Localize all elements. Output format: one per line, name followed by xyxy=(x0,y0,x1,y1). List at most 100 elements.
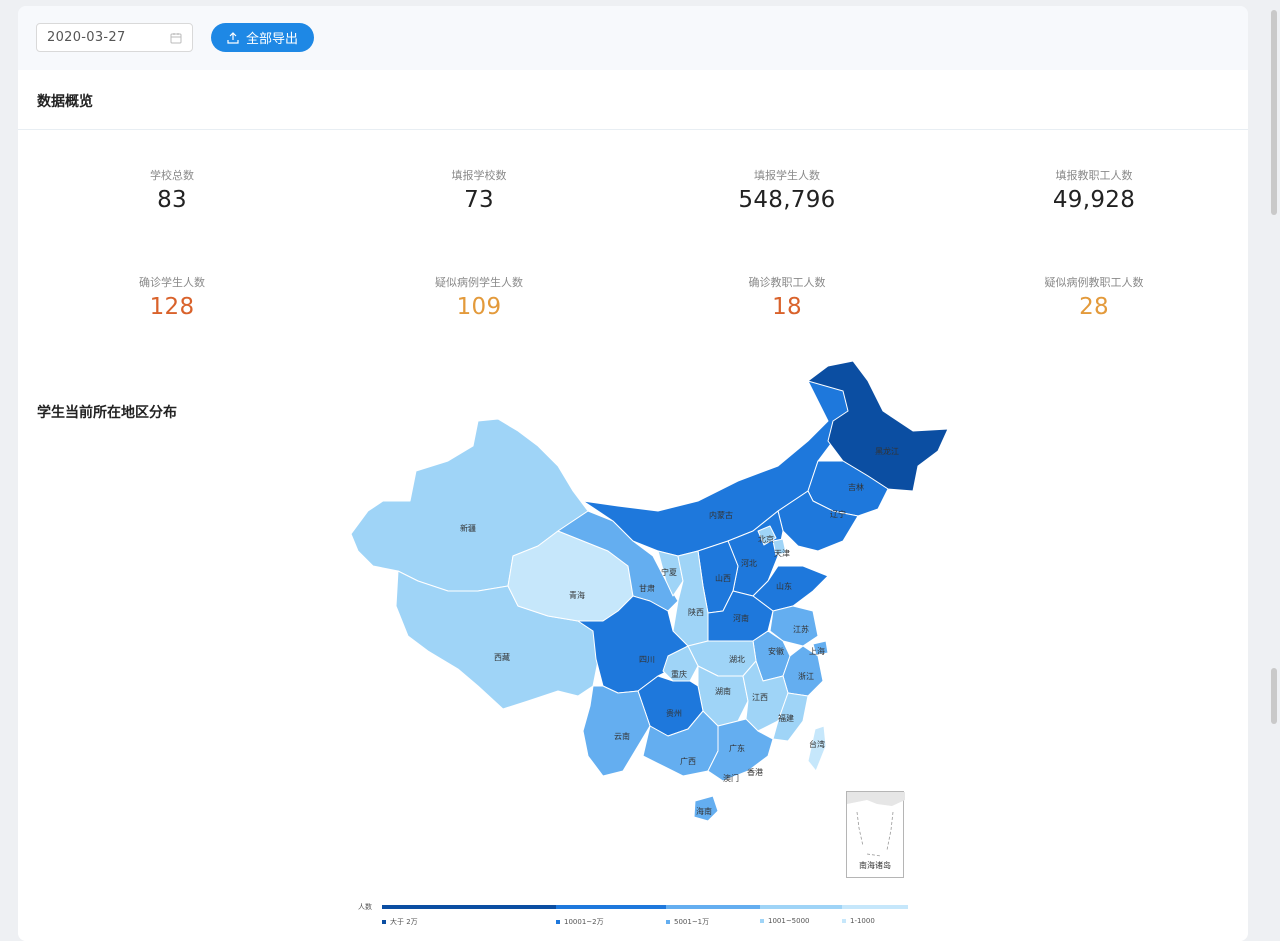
stat-label: 填报学校数 xyxy=(451,169,507,182)
label-hubei: 湖北 xyxy=(729,655,745,664)
label-zhejiang: 浙江 xyxy=(798,671,814,681)
label-heilongjiang: 黑龙江 xyxy=(875,446,899,456)
legend-item: 5001~1万 xyxy=(666,917,709,927)
province-liaoning[interactable] xyxy=(777,490,859,552)
legend-bar-1 xyxy=(382,905,556,909)
stat-value: 49,928 xyxy=(1052,187,1136,213)
stat-value: 73 xyxy=(464,187,494,213)
export-all-button[interactable]: 全部导出 xyxy=(211,23,314,52)
stat-label: 确诊学生人数 xyxy=(139,276,205,289)
scrollbar-top[interactable] xyxy=(1271,10,1277,215)
china-map: 新疆 西藏 青海 甘肃 内蒙古 黑龙江 吉林 辽宁 北京 天津 河北 山西 山东… xyxy=(318,351,958,831)
stat-suspected-staff: 疑似病例教职工人数 28 xyxy=(994,274,1194,320)
calendar-icon xyxy=(170,32,182,43)
stat-suspected-students: 疑似病例学生人数 109 xyxy=(379,274,579,320)
south-china-sea-inset: 南海诸岛 xyxy=(846,791,905,878)
label-qinghai: 青海 xyxy=(569,590,585,600)
stat-value: 128 xyxy=(149,294,195,320)
province-taiwan[interactable] xyxy=(807,725,827,772)
map-legend: 人数 大于 2万 10001~2万 5001~1万 1001~5000 1-10… xyxy=(358,903,918,933)
label-ningxia: 宁夏 xyxy=(661,567,677,577)
label-henan: 河南 xyxy=(733,613,749,623)
stat-confirmed-staff: 确诊教职工人数 18 xyxy=(687,274,887,320)
province-ningxia[interactable] xyxy=(657,550,684,597)
app-frame: 2020-03-27 全部导出 数据概览 学校总数 83 填报学校数 73 xyxy=(18,6,1248,941)
inset-map xyxy=(847,792,905,857)
label-beijing: 北京 xyxy=(758,534,774,544)
stat-label: 确诊教职工人数 xyxy=(748,276,826,289)
label-shandong: 山东 xyxy=(776,581,792,591)
province-yunnan[interactable] xyxy=(582,685,651,777)
legend-label: 1001~5000 xyxy=(768,917,810,925)
label-hebei: 河北 xyxy=(741,558,757,568)
province-tianjin[interactable] xyxy=(772,538,787,556)
date-picker[interactable]: 2020-03-27 xyxy=(36,23,193,52)
province-guangdong[interactable] xyxy=(707,718,774,782)
stat-total-schools: 学校总数 83 xyxy=(72,167,272,213)
stat-value: 28 xyxy=(1079,294,1109,320)
legend-title: 人数 xyxy=(358,903,372,911)
stat-label: 学校总数 xyxy=(150,169,194,182)
label-hunan: 湖南 xyxy=(715,686,731,696)
label-guangdong: 广东 xyxy=(729,743,745,753)
province-shanghai[interactable] xyxy=(812,640,829,656)
label-guangxi: 广西 xyxy=(680,756,696,766)
legend-swatch xyxy=(666,920,670,924)
stat-label: 疑似病例教职工人数 xyxy=(1044,276,1144,289)
province-hainan[interactable] xyxy=(693,795,719,822)
legend-label: 5001~1万 xyxy=(674,918,710,926)
upload-icon xyxy=(227,31,239,44)
label-chongqing: 重庆 xyxy=(671,669,687,679)
legend-item: 1-1000 xyxy=(842,917,875,925)
label-fujian: 福建 xyxy=(778,713,794,723)
label-tianjin: 天津 xyxy=(774,548,790,558)
legend-item: 大于 2万 xyxy=(382,917,418,927)
label-jiangsu: 江苏 xyxy=(793,624,809,634)
legend-bar-5 xyxy=(842,905,908,909)
legend-item: 10001~2万 xyxy=(556,917,604,927)
divider xyxy=(18,129,1248,130)
province-beijing[interactable] xyxy=(757,525,777,546)
label-gansu: 甘肃 xyxy=(639,583,655,593)
label-macau: 澳门 xyxy=(723,773,739,783)
label-xizang: 西藏 xyxy=(494,652,510,662)
legend-bar-3 xyxy=(666,905,760,909)
legend-swatch xyxy=(760,919,764,923)
label-taiwan: 台湾 xyxy=(809,739,825,749)
legend-swatch xyxy=(382,920,386,924)
legend-swatch xyxy=(842,919,846,923)
province-heilongjiang[interactable] xyxy=(807,360,949,492)
stat-reported-schools: 填报学校数 73 xyxy=(379,167,579,213)
label-guizhou: 贵州 xyxy=(666,708,682,718)
label-liaoning: 辽宁 xyxy=(830,509,846,519)
stat-label: 填报教职工人数 xyxy=(1055,169,1133,182)
scrollbar-bottom[interactable] xyxy=(1271,668,1277,724)
export-all-label: 全部导出 xyxy=(245,32,298,47)
label-xinjiang: 新疆 xyxy=(460,523,476,533)
legend-label: 10001~2万 xyxy=(564,918,604,926)
label-jilin: 吉林 xyxy=(848,482,864,492)
label-shanghai: 上海 xyxy=(809,646,825,656)
legend-label: 大于 2万 xyxy=(390,918,418,926)
label-shaanxi: 陕西 xyxy=(688,607,704,617)
legend-label: 1-1000 xyxy=(850,917,875,925)
inset-label: 南海诸岛 xyxy=(859,861,891,870)
stat-reported-students: 填报学生人数 548,796 xyxy=(687,167,887,213)
province-jiangsu[interactable] xyxy=(769,605,819,647)
stat-value: 109 xyxy=(456,294,502,320)
toolbar: 2020-03-27 全部导出 xyxy=(18,6,1248,70)
overview-title: 数据概览 xyxy=(37,94,93,110)
label-hainan: 海南 xyxy=(696,806,712,816)
legend-swatch xyxy=(556,920,560,924)
legend-bar-4 xyxy=(760,905,842,909)
label-yunnan: 云南 xyxy=(614,731,630,741)
stat-value: 548,796 xyxy=(738,187,836,213)
china-map-svg: 新疆 西藏 青海 甘肃 内蒙古 黑龙江 吉林 辽宁 北京 天津 河北 山西 山东… xyxy=(350,360,949,822)
stat-reported-staff: 填报教职工人数 49,928 xyxy=(994,167,1194,213)
label-shanxi: 山西 xyxy=(715,573,731,583)
stat-value: 18 xyxy=(772,294,802,320)
date-value: 2020-03-27 xyxy=(47,30,126,45)
stat-confirmed-students: 确诊学生人数 128 xyxy=(72,274,272,320)
legend-item: 1001~5000 xyxy=(760,917,810,925)
label-sichuan: 四川 xyxy=(639,655,655,664)
